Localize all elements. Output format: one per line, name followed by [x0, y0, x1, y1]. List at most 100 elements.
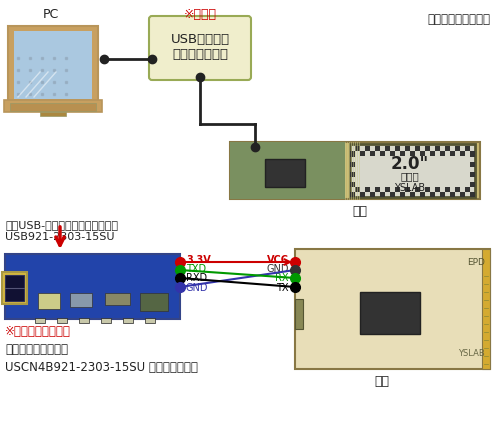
FancyBboxPatch shape	[38, 293, 60, 309]
Text: USB921-2303-15SU: USB921-2303-15SU	[5, 231, 114, 241]
FancyBboxPatch shape	[350, 173, 355, 178]
Text: EPD: EPD	[467, 257, 485, 266]
FancyBboxPatch shape	[360, 151, 365, 157]
FancyBboxPatch shape	[400, 151, 405, 157]
FancyBboxPatch shape	[350, 193, 355, 197]
FancyBboxPatch shape	[420, 151, 425, 157]
Text: GND: GND	[266, 263, 289, 273]
FancyBboxPatch shape	[450, 151, 455, 157]
FancyBboxPatch shape	[410, 193, 415, 197]
Text: ※付属していません: ※付属していません	[5, 324, 71, 337]
FancyBboxPatch shape	[470, 193, 475, 197]
Text: YSLAB: YSLAB	[458, 348, 485, 357]
FancyBboxPatch shape	[455, 187, 460, 193]
FancyBboxPatch shape	[295, 250, 490, 369]
FancyBboxPatch shape	[375, 147, 380, 151]
Text: YSLAB: YSLAB	[394, 183, 426, 193]
FancyBboxPatch shape	[365, 147, 370, 151]
FancyBboxPatch shape	[425, 187, 430, 193]
FancyBboxPatch shape	[390, 151, 395, 157]
FancyBboxPatch shape	[350, 145, 475, 197]
FancyBboxPatch shape	[435, 187, 440, 193]
FancyBboxPatch shape	[405, 147, 410, 151]
FancyBboxPatch shape	[5, 275, 24, 301]
Text: 共立エレショップの: 共立エレショップの	[5, 342, 68, 355]
FancyBboxPatch shape	[360, 193, 365, 197]
FancyBboxPatch shape	[40, 113, 66, 117]
FancyBboxPatch shape	[79, 318, 89, 323]
Text: 3.3V: 3.3V	[186, 254, 211, 264]
Text: RXD: RXD	[186, 273, 207, 283]
Text: VCC: VCC	[267, 254, 289, 264]
FancyBboxPatch shape	[450, 193, 455, 197]
FancyBboxPatch shape	[395, 147, 400, 151]
FancyBboxPatch shape	[5, 254, 180, 319]
FancyBboxPatch shape	[360, 293, 420, 334]
FancyBboxPatch shape	[460, 193, 465, 197]
FancyBboxPatch shape	[365, 187, 370, 193]
FancyBboxPatch shape	[415, 187, 420, 193]
FancyBboxPatch shape	[400, 193, 405, 197]
FancyBboxPatch shape	[350, 183, 355, 187]
FancyBboxPatch shape	[295, 299, 303, 329]
FancyBboxPatch shape	[375, 187, 380, 193]
FancyBboxPatch shape	[70, 293, 92, 307]
FancyBboxPatch shape	[430, 151, 435, 157]
FancyBboxPatch shape	[350, 193, 355, 197]
FancyBboxPatch shape	[355, 147, 360, 151]
FancyBboxPatch shape	[57, 318, 67, 323]
FancyBboxPatch shape	[470, 173, 475, 178]
FancyBboxPatch shape	[470, 163, 475, 168]
FancyBboxPatch shape	[35, 318, 45, 323]
Text: GND: GND	[186, 283, 208, 293]
FancyBboxPatch shape	[2, 273, 27, 304]
FancyBboxPatch shape	[415, 147, 420, 151]
FancyBboxPatch shape	[440, 193, 445, 197]
FancyBboxPatch shape	[470, 183, 475, 187]
Text: TX: TX	[276, 283, 289, 293]
FancyBboxPatch shape	[395, 187, 400, 193]
FancyBboxPatch shape	[10, 104, 96, 112]
FancyBboxPatch shape	[380, 151, 385, 157]
FancyBboxPatch shape	[465, 187, 470, 193]
Text: PC: PC	[43, 8, 60, 21]
Text: USBシリアル
変換モジュール: USBシリアル 変換モジュール	[170, 33, 230, 61]
FancyBboxPatch shape	[140, 293, 168, 311]
Text: 【パソコン接続例】: 【パソコン接続例】	[427, 13, 490, 26]
FancyBboxPatch shape	[470, 153, 475, 158]
FancyBboxPatch shape	[440, 151, 445, 157]
FancyBboxPatch shape	[350, 163, 355, 168]
FancyBboxPatch shape	[385, 187, 390, 193]
FancyBboxPatch shape	[8, 27, 98, 105]
FancyBboxPatch shape	[445, 147, 450, 151]
FancyBboxPatch shape	[470, 151, 475, 157]
FancyBboxPatch shape	[470, 193, 475, 197]
Text: USCN4B921-2303-15SU が使用できます: USCN4B921-2303-15SU が使用できます	[5, 360, 198, 373]
FancyBboxPatch shape	[405, 187, 410, 193]
FancyBboxPatch shape	[4, 101, 102, 113]
FancyBboxPatch shape	[460, 151, 465, 157]
FancyBboxPatch shape	[410, 151, 415, 157]
FancyBboxPatch shape	[465, 147, 470, 151]
FancyBboxPatch shape	[430, 193, 435, 197]
FancyBboxPatch shape	[420, 193, 425, 197]
FancyBboxPatch shape	[123, 318, 133, 323]
FancyBboxPatch shape	[425, 147, 430, 151]
FancyBboxPatch shape	[350, 151, 355, 157]
FancyBboxPatch shape	[101, 318, 111, 323]
FancyBboxPatch shape	[482, 250, 490, 369]
Text: TXD: TXD	[186, 263, 206, 273]
FancyBboxPatch shape	[455, 147, 460, 151]
FancyBboxPatch shape	[355, 187, 360, 193]
FancyBboxPatch shape	[265, 160, 305, 187]
FancyBboxPatch shape	[370, 193, 375, 197]
FancyBboxPatch shape	[435, 147, 440, 151]
FancyBboxPatch shape	[390, 193, 395, 197]
FancyBboxPatch shape	[380, 193, 385, 197]
FancyBboxPatch shape	[105, 293, 130, 305]
FancyBboxPatch shape	[370, 151, 375, 157]
FancyBboxPatch shape	[149, 17, 251, 81]
FancyBboxPatch shape	[445, 187, 450, 193]
FancyBboxPatch shape	[350, 153, 355, 158]
Text: 小型USB-シリアル変換モジュール: 小型USB-シリアル変換モジュール	[5, 220, 118, 230]
